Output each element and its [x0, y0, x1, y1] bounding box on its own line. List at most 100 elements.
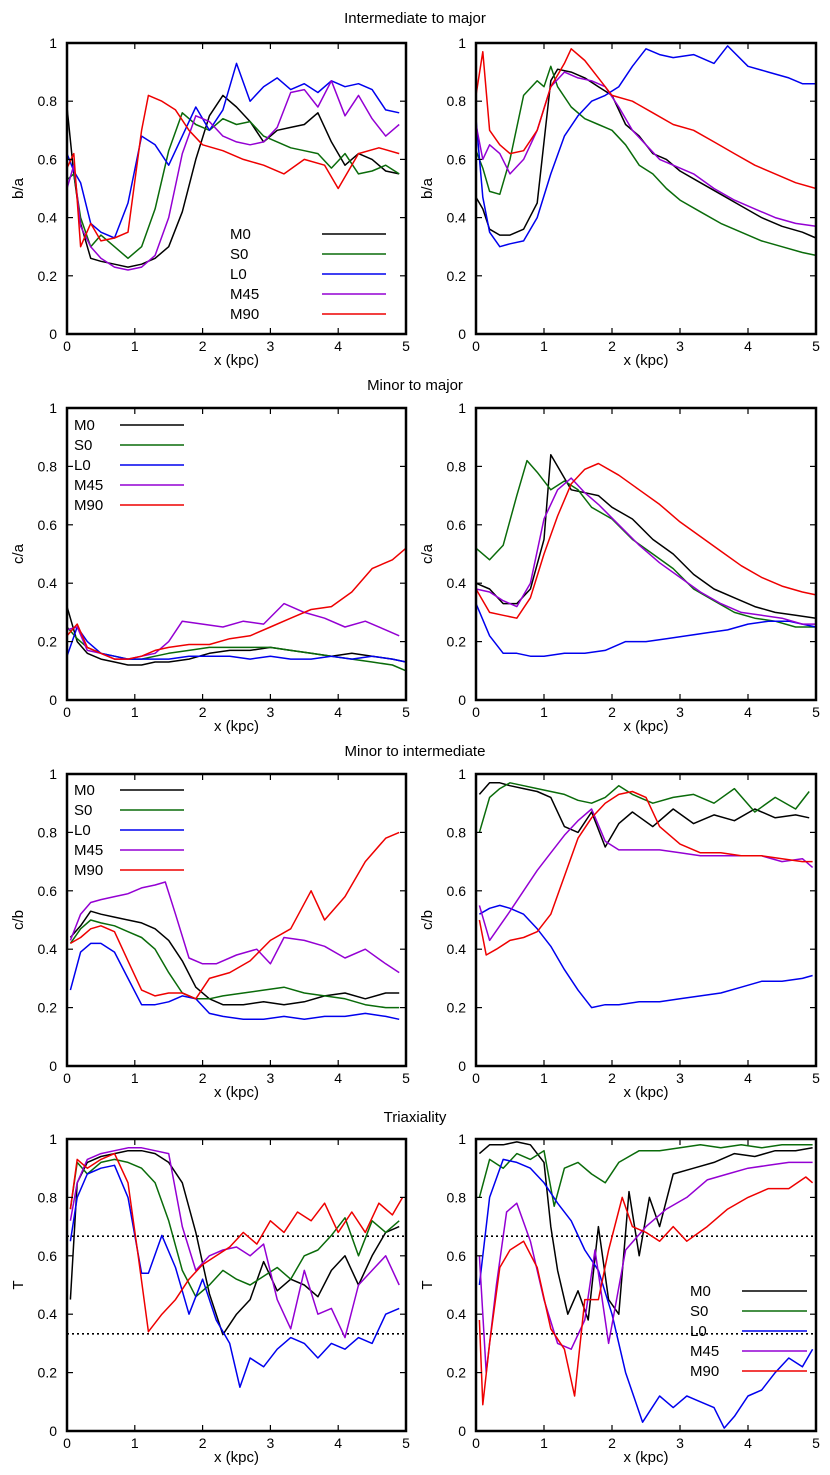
y-axis-label: b/a [10, 177, 27, 199]
x-tick-label: 0 [472, 1435, 480, 1451]
x-tick-label: 5 [402, 704, 410, 720]
y-tick-label: 0.2 [38, 268, 58, 284]
x-tick-label: 3 [267, 338, 275, 354]
legend-label-M90: M90 [74, 862, 103, 879]
y-tick-label: 0.4 [38, 575, 58, 591]
x-tick-label: 3 [676, 1435, 684, 1451]
x-tick-label: 2 [199, 338, 207, 354]
legend-label-S0: S0 [690, 1303, 708, 1320]
x-axis-label: x (kpc) [624, 1084, 669, 1101]
y-tick-label: 0 [49, 326, 57, 342]
legend-label-M90: M90 [230, 306, 259, 323]
legend-label-M45: M45 [690, 1343, 719, 1360]
series-line-M0 [478, 1141, 813, 1321]
x-tick-label: 3 [267, 1435, 275, 1451]
legend-label-M0: M0 [74, 782, 95, 799]
panel-c_b_left: 0 1 2 3 4 500.20.40.60.81x (kpc)c/bM0S0L0M45M… [10, 766, 410, 1101]
row-title-triaxiality: Triaxiality [383, 1109, 447, 1126]
x-tick-label: 2 [199, 1435, 207, 1451]
panel-b_a_right: 0 1 2 3 4 5 0 0.2 0.4 0.6 0.8 1 x (kpc) b/a [419, 35, 820, 369]
y-tick-label: 0.2 [447, 634, 467, 650]
y-tick-label: 0.4 [447, 210, 467, 226]
legend: M0 S0 L0 M45 M90 [690, 1283, 807, 1380]
x-tick-label: 4 [334, 704, 342, 720]
series-line-L0 [66, 626, 407, 663]
series-line-M45 [69, 881, 400, 974]
y-tick-label: 0.8 [447, 1189, 467, 1205]
series-line-M0 [69, 1149, 400, 1336]
x-tick-label: 1 [131, 1435, 139, 1451]
x-tick-label: 4 [334, 1435, 342, 1451]
y-tick-label: 0.4 [447, 575, 467, 591]
x-tick-label: 2 [199, 1070, 207, 1086]
series-line-M0 [475, 453, 817, 619]
y-axis-label: T [10, 1280, 27, 1289]
series-line-M45 [475, 477, 816, 625]
legend-label-L0: L0 [74, 457, 91, 474]
series-line-S0 [475, 65, 817, 257]
x-tick-label: 4 [744, 1070, 752, 1086]
series-line-M45 [478, 1161, 813, 1374]
legend-label-L0: L0 [690, 1323, 707, 1340]
plot-frame [65, 772, 408, 1068]
series-line-M90 [70, 831, 400, 1000]
series-line-S0 [69, 1158, 400, 1298]
y-tick-label: 1 [49, 400, 57, 416]
plot-frame [65, 41, 408, 336]
x-tick-label: 1 [131, 704, 139, 720]
y-tick-label: 0 [458, 692, 466, 708]
y-tick-label: 0.6 [38, 151, 58, 167]
x-tick-label: 5 [812, 1070, 820, 1086]
legend-label-M0: M0 [230, 226, 251, 243]
y-tick-label: 0 [458, 1423, 466, 1439]
y-tick-label: 0.8 [447, 824, 467, 840]
panel-T_right: 0 1 2 3 4 5 0 0.2 0.4 0.6 0.8 1 x (kpc) T M0 S0 L0 M45 M90 [419, 1131, 820, 1466]
y-tick-label: 1 [49, 35, 57, 51]
x-tick-label: 3 [267, 704, 275, 720]
series-line-L0 [69, 942, 400, 1021]
y-tick-label: 0 [49, 1423, 57, 1439]
y-tick-label: 1 [458, 1131, 466, 1147]
plot-frame [474, 41, 818, 336]
legend: M0 S0 L0 M45 M90 [230, 226, 386, 323]
x-tick-label: 0 [63, 704, 71, 720]
series-line-L0 [66, 62, 400, 239]
y-tick-label: 0 [49, 1058, 57, 1074]
x-tick-label: 3 [267, 1070, 275, 1086]
legend-label-M90: M90 [74, 497, 103, 514]
legend-label-M90: M90 [690, 1363, 719, 1380]
series-line-L0 [475, 603, 817, 657]
y-tick-label: 0.2 [447, 1365, 467, 1381]
series-line-M90 [475, 462, 817, 619]
legend-label-M45: M45 [230, 286, 259, 303]
x-tick-label: 0 [472, 1070, 480, 1086]
x-tick-label: 4 [334, 1070, 342, 1086]
legend: M0 S0 L0 M45 M90 [74, 782, 184, 879]
y-tick-label: 1 [49, 1131, 57, 1147]
legend-label-S0: S0 [74, 437, 92, 454]
legend-label-M45: M45 [74, 477, 103, 494]
x-axis-label: x (kpc) [214, 1084, 259, 1101]
plot-frame [65, 1137, 408, 1433]
y-tick-label: 0.2 [38, 634, 58, 650]
x-tick-label: 3 [676, 1070, 684, 1086]
series-line-M45 [475, 71, 817, 228]
panel-c_a_left: 0 1 2 3 4 500.20.40.60.81x (kpc)c/aM0S0L0M45M… [10, 400, 410, 735]
y-tick-label: 0.4 [38, 210, 58, 226]
series-line-M45 [66, 80, 400, 271]
x-axis-label: x (kpc) [624, 718, 669, 735]
y-axis-label: b/a [419, 177, 436, 199]
x-tick-label: 2 [608, 1435, 616, 1451]
series-line-L0 [479, 904, 813, 1009]
x-tick-label: 0 [63, 1435, 71, 1451]
x-tick-label: 2 [199, 704, 207, 720]
y-tick-label: 0.4 [447, 1306, 467, 1322]
x-tick-label: 2 [608, 704, 616, 720]
x-tick-label: 0 [63, 338, 71, 354]
y-axis-label: c/a [419, 543, 436, 564]
x-tick-label: 2 [608, 1070, 616, 1086]
y-tick-label: 0.6 [38, 1248, 58, 1264]
y-tick-label: 0.8 [38, 824, 58, 840]
legend-label-S0: S0 [230, 246, 248, 263]
